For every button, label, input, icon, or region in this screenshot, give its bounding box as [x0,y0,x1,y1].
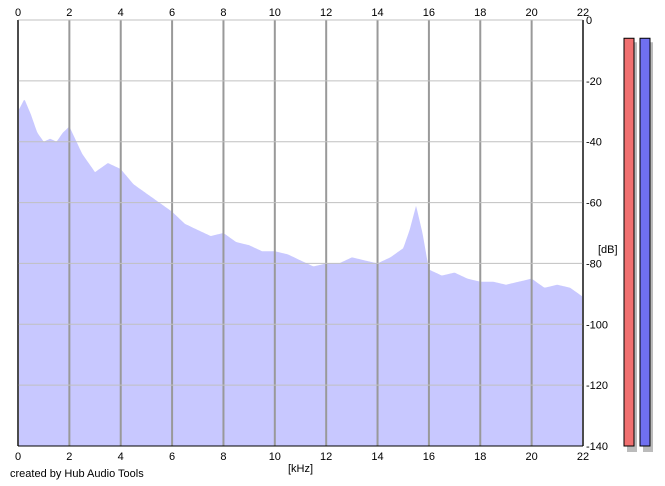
x-tick-label-top: 18 [474,7,486,19]
x-tick-label-bottom: 8 [220,451,226,463]
level-meter-left [623,37,635,447]
x-tick-label-bottom: 0 [15,451,21,463]
x-tick-label-top: 0 [15,7,21,19]
y-tick-label: -20 [586,76,602,88]
y-tick-label: -80 [586,258,602,270]
x-tick-label-top: 22 [577,7,589,19]
x-tick-label-bottom: 16 [423,451,435,463]
y-tick-label: -40 [586,137,602,149]
x-tick-label-top: 4 [118,7,124,19]
x-tick-label-top: 8 [220,7,226,19]
y-axis-label: [dB] [598,244,618,256]
level-meter-right [639,37,651,447]
y-tick-label: -100 [586,319,608,331]
y-tick-label: 0 [586,15,592,27]
x-tick-label-bottom: 22 [577,451,589,463]
x-tick-label-top: 2 [66,7,72,19]
x-tick-label-bottom: 20 [526,451,538,463]
x-tick-label-bottom: 18 [474,451,486,463]
x-tick-label-top: 12 [320,7,332,19]
credit-text: created by Hub Audio Tools [10,468,144,480]
x-tick-label-top: 16 [423,7,435,19]
x-tick-label-bottom: 12 [320,451,332,463]
x-tick-label-bottom: 14 [371,451,383,463]
spectrum-fill [18,99,583,447]
x-axis-label: [kHz] [288,463,313,475]
x-tick-label-top: 6 [169,7,175,19]
x-tick-label-top: 10 [269,7,281,19]
x-tick-label-top: 14 [371,7,383,19]
y-tick-label: -60 [586,198,602,210]
x-tick-label-bottom: 4 [118,451,124,463]
x-tick-label-bottom: 2 [66,451,72,463]
x-tick-label-bottom: 10 [269,451,281,463]
y-tick-label: -120 [586,380,608,392]
x-tick-label-top: 20 [526,7,538,19]
y-tick-label: -140 [586,441,608,453]
x-tick-label-bottom: 6 [169,451,175,463]
